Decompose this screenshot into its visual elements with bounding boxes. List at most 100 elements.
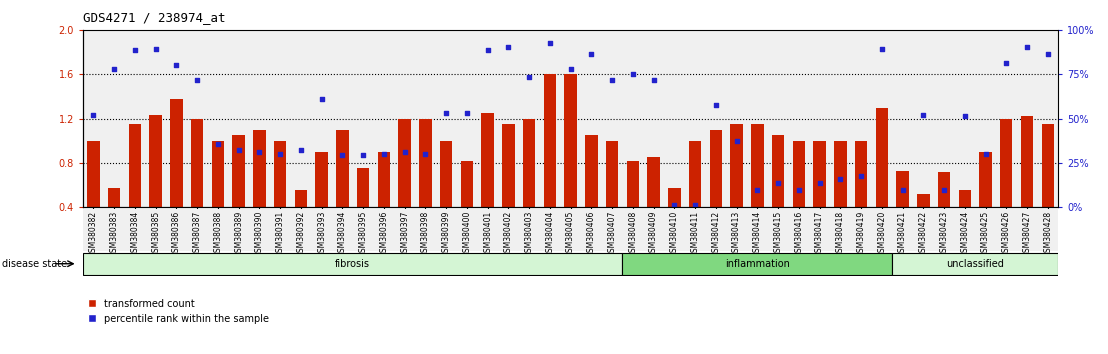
Point <box>707 102 725 108</box>
Point <box>84 113 102 118</box>
Point <box>334 152 351 158</box>
Text: GSM380410: GSM380410 <box>670 211 679 257</box>
Text: GSM380419: GSM380419 <box>856 211 865 257</box>
Bar <box>357 169 369 207</box>
Bar <box>440 141 452 207</box>
Bar <box>979 152 992 207</box>
Bar <box>129 124 141 207</box>
Text: GSM380388: GSM380388 <box>214 211 223 257</box>
Point <box>811 180 829 185</box>
Text: GSM380424: GSM380424 <box>961 211 970 257</box>
Point <box>271 151 289 157</box>
Text: GSM380404: GSM380404 <box>545 211 554 257</box>
Bar <box>792 141 806 207</box>
Point <box>790 188 808 193</box>
Bar <box>502 124 514 207</box>
Bar <box>564 74 577 207</box>
Bar <box>1001 119 1013 207</box>
Point <box>126 47 144 53</box>
Bar <box>316 152 328 207</box>
FancyBboxPatch shape <box>892 253 1058 275</box>
Bar <box>751 124 763 207</box>
Point <box>396 149 413 155</box>
Point <box>479 47 496 53</box>
Text: GSM380420: GSM380420 <box>878 211 886 257</box>
Bar <box>88 141 100 207</box>
Bar <box>647 157 660 207</box>
Text: GSM380415: GSM380415 <box>773 211 782 257</box>
Text: GSM380425: GSM380425 <box>981 211 991 257</box>
Point <box>686 202 704 208</box>
Bar <box>896 171 909 207</box>
Point <box>147 46 165 52</box>
Bar <box>772 135 784 207</box>
Point <box>666 202 684 208</box>
Bar <box>834 141 847 207</box>
Bar <box>544 74 556 207</box>
Text: GSM380417: GSM380417 <box>815 211 824 257</box>
Text: unclassified: unclassified <box>946 259 1004 269</box>
Text: GSM380382: GSM380382 <box>89 211 98 257</box>
Bar <box>295 190 307 207</box>
Point <box>728 138 746 144</box>
Text: GSM380412: GSM380412 <box>711 211 720 257</box>
Bar <box>917 194 930 207</box>
Bar <box>709 130 722 207</box>
Point <box>873 46 891 52</box>
Point <box>250 149 268 155</box>
Bar <box>875 108 888 207</box>
Text: GSM380390: GSM380390 <box>255 211 264 257</box>
Text: GSM380422: GSM380422 <box>919 211 927 257</box>
Point <box>894 188 912 193</box>
Point <box>852 173 870 179</box>
Text: GSM380394: GSM380394 <box>338 211 347 257</box>
Bar <box>1042 124 1054 207</box>
Text: GSM380403: GSM380403 <box>524 211 534 257</box>
Bar <box>730 124 742 207</box>
Point <box>976 151 994 157</box>
Text: GSM380389: GSM380389 <box>234 211 243 257</box>
Point <box>956 114 974 119</box>
Point <box>438 110 455 116</box>
Point <box>167 63 185 68</box>
Point <box>914 113 932 118</box>
Point <box>188 77 206 83</box>
Text: GSM380414: GSM380414 <box>752 211 762 257</box>
Point <box>562 66 579 72</box>
Text: GSM380401: GSM380401 <box>483 211 492 257</box>
Point <box>500 44 517 50</box>
Text: fibrosis: fibrosis <box>336 259 370 269</box>
Point <box>105 66 123 72</box>
Bar <box>336 130 349 207</box>
Text: GDS4271 / 238974_at: GDS4271 / 238974_at <box>83 11 226 24</box>
Text: GSM380405: GSM380405 <box>566 211 575 257</box>
Text: GSM380396: GSM380396 <box>379 211 389 257</box>
Point <box>229 147 247 152</box>
Bar <box>212 141 224 207</box>
Text: GSM380399: GSM380399 <box>442 211 451 257</box>
Point <box>645 77 663 83</box>
Point <box>312 96 330 102</box>
Point <box>935 188 953 193</box>
Bar <box>668 188 680 207</box>
Legend: transformed count, percentile rank within the sample: transformed count, percentile rank withi… <box>88 299 268 324</box>
Bar <box>606 141 618 207</box>
Point <box>831 177 849 182</box>
Bar <box>958 190 971 207</box>
FancyBboxPatch shape <box>83 209 1058 251</box>
Text: GSM380426: GSM380426 <box>1002 211 1010 257</box>
Point <box>603 77 620 83</box>
Text: GSM380393: GSM380393 <box>317 211 326 257</box>
Point <box>521 74 538 79</box>
Text: GSM380408: GSM380408 <box>628 211 637 257</box>
Bar <box>150 115 162 207</box>
Bar <box>1020 116 1034 207</box>
Bar <box>171 99 183 207</box>
Text: GSM380397: GSM380397 <box>400 211 409 257</box>
Bar <box>399 119 411 207</box>
Bar <box>233 135 245 207</box>
Bar <box>627 161 639 207</box>
Text: GSM380406: GSM380406 <box>587 211 596 257</box>
Text: GSM380385: GSM380385 <box>151 211 161 257</box>
Bar <box>107 188 121 207</box>
